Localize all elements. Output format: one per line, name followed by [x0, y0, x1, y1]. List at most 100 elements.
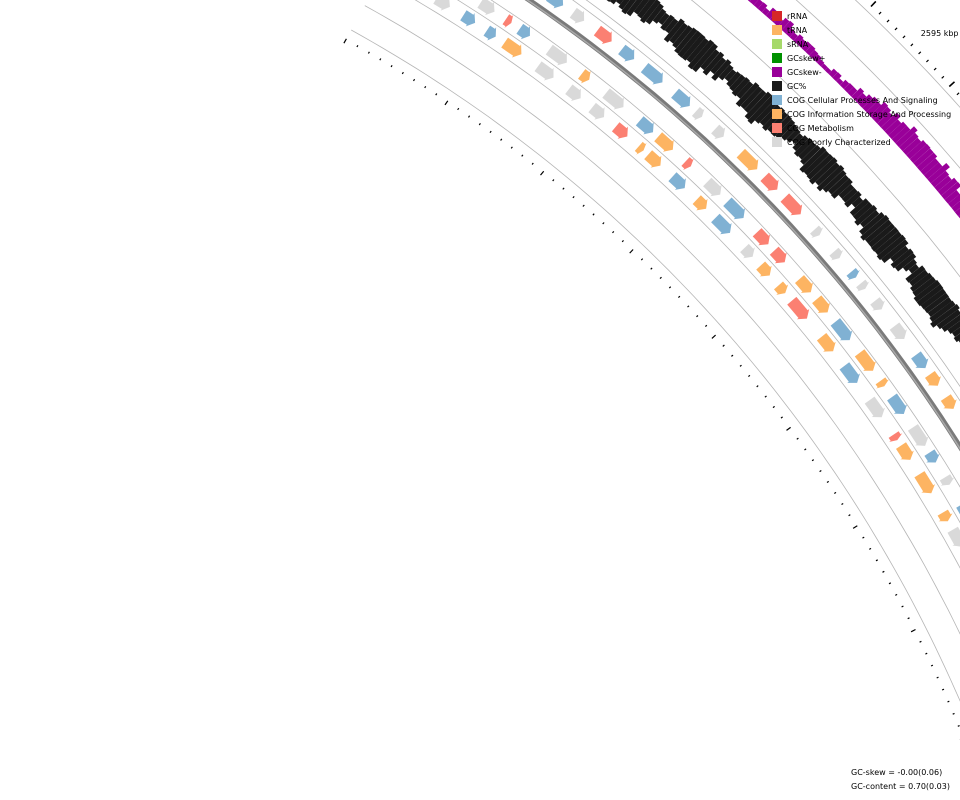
inner-tick	[467, 115, 471, 118]
inner-tick	[343, 38, 347, 44]
gc-skew-bar	[909, 143, 931, 164]
legend-item-cog-metabolism: COG Metabolism	[772, 121, 951, 135]
gc-content-bar	[894, 252, 917, 272]
gc-content-bar	[710, 57, 727, 75]
cog-feature	[888, 431, 903, 442]
gc-content-bar	[841, 187, 858, 203]
gc-content-bar	[731, 77, 750, 97]
gc-content-bar	[913, 279, 941, 303]
gc-content-bar	[854, 205, 878, 226]
gc-content-bar	[637, 0, 656, 19]
cog-feature	[830, 318, 853, 341]
gc-skew-bar	[869, 101, 889, 120]
gc-content-bar	[677, 30, 702, 58]
legend-swatch	[772, 81, 782, 91]
guide-circle	[585, 0, 960, 388]
inner-tick	[756, 385, 759, 388]
cog-feature	[887, 393, 907, 414]
cog-feature	[740, 243, 755, 259]
legend-label: COG Information Storage And Processing	[787, 109, 952, 119]
inner-tick	[704, 324, 708, 328]
minor-tick	[941, 75, 945, 79]
cog-feature	[774, 281, 789, 295]
gc-skew-bar	[944, 189, 960, 204]
inner-tick	[947, 700, 950, 703]
gc-skew-bar	[753, 0, 764, 9]
gc-skew-bar	[840, 79, 850, 89]
inner-tick	[621, 240, 624, 243]
gc-content-bar	[621, 0, 637, 15]
gc-content-bar	[941, 314, 960, 332]
gc-skew-bar	[873, 106, 892, 124]
gc-content-bar	[936, 309, 960, 330]
cog-feature	[668, 172, 686, 190]
cog-feature	[864, 396, 885, 418]
gc-content-bar	[640, 0, 661, 24]
gc-content-bar	[681, 33, 706, 61]
gc-content-bar	[702, 51, 725, 76]
legend-item-cog-cellular: COG Cellular Processes And Signaling	[772, 93, 951, 107]
gc-skew-bar	[920, 158, 939, 176]
cog-feature	[433, 0, 450, 11]
inner-tick	[811, 459, 815, 462]
gc-content-bar	[838, 184, 855, 199]
cog-feature	[671, 88, 691, 108]
gc-statistics: GC-skew = -0.00(0.06) GC-content = 0.70(…	[851, 766, 950, 794]
inner-tick	[748, 374, 751, 378]
inner-tick	[910, 628, 916, 633]
gc-content-bar	[724, 69, 737, 82]
cog-feature	[460, 10, 476, 27]
legend-swatch	[772, 137, 782, 147]
gc-skew-bar	[934, 175, 952, 192]
gc-content-bar	[798, 141, 817, 160]
legend-swatch	[772, 95, 782, 105]
gc-skew-bar	[899, 132, 919, 152]
gc-skew-bar	[801, 41, 812, 52]
legend-label: COG Cellular Processes And Signaling	[787, 95, 938, 105]
legend-label: GCskew-	[787, 67, 822, 77]
cog-feature	[829, 247, 844, 261]
gc-skew-bar	[877, 112, 893, 128]
inner-tick	[941, 688, 945, 691]
gc-content-bar	[828, 174, 850, 195]
gc-content-bar	[686, 37, 709, 63]
gc-skew-bar	[805, 45, 816, 56]
gc-content-bar	[669, 22, 688, 44]
cog-feature	[736, 148, 759, 171]
gc-content-bar	[747, 94, 776, 125]
gc-skew-bar	[765, 7, 777, 20]
guide-circle	[457, 0, 960, 524]
inner-tick	[882, 570, 885, 573]
guide-circle	[690, 0, 960, 278]
gc-skew-bar	[747, 0, 752, 2]
inner-tick	[367, 51, 370, 54]
inner-tick	[930, 664, 934, 667]
gc-skew-bar	[789, 32, 798, 41]
cog-feature	[602, 88, 624, 110]
gc-skew-bar	[858, 94, 873, 109]
cog-feature	[854, 349, 876, 371]
inner-tick	[677, 295, 681, 299]
legend-label: COG Poorly Characterized	[787, 137, 891, 147]
gc-content-bar	[890, 245, 909, 263]
legend-label: GCskew+	[787, 53, 826, 63]
gc-content-bar	[672, 25, 693, 49]
inner-tick	[925, 652, 928, 655]
gc-skew-bar	[906, 140, 927, 160]
gc-content-bar	[663, 18, 685, 43]
gc-skew-bar	[820, 63, 828, 71]
cog-feature	[875, 377, 890, 389]
gc-content-bar	[735, 82, 760, 107]
cog-feature	[907, 424, 929, 446]
gc-content-bar	[909, 269, 929, 287]
cog-feature	[483, 25, 497, 41]
inner-tick	[875, 559, 879, 562]
guide-circle	[414, 0, 960, 569]
gc-content-bar	[920, 288, 947, 310]
inner-tick	[786, 426, 791, 431]
gc-skew-bar	[951, 200, 960, 213]
gc-skew-bar	[832, 72, 842, 82]
gc-content-bar	[868, 223, 896, 248]
gc-skew-bar	[749, 0, 759, 6]
cog-feature	[756, 261, 772, 277]
